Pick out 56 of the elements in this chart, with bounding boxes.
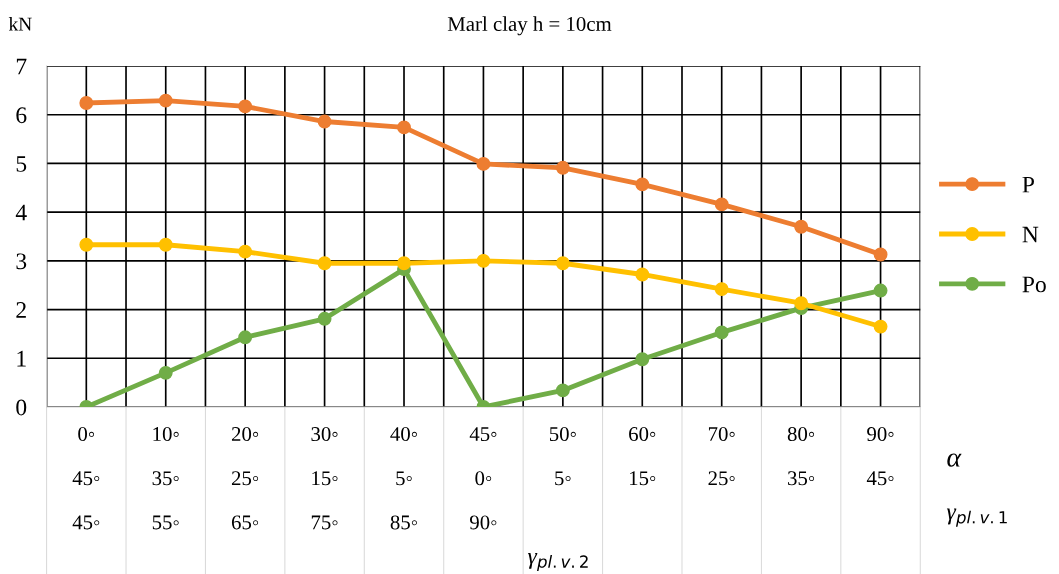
point xyxy=(873,283,888,298)
point xyxy=(714,282,729,297)
category-label: 45◦ 0◦ 90◦ xyxy=(469,427,497,530)
category-label: 10◦ 35◦ 55◦ xyxy=(152,427,179,530)
point xyxy=(158,237,173,252)
point xyxy=(555,383,570,398)
legend-label: N xyxy=(1022,226,1039,243)
y-tick-label: 6 xyxy=(16,107,27,124)
point xyxy=(714,197,729,212)
point xyxy=(635,267,650,282)
point xyxy=(238,99,253,114)
point xyxy=(79,96,94,110)
legend-label: P xyxy=(1022,176,1034,193)
y-tick-label: 4 xyxy=(15,204,27,221)
point xyxy=(635,177,650,192)
y-tick-label: 1 xyxy=(17,350,26,367)
category-label: 50◦ 5◦ xyxy=(549,427,576,486)
category-label: 70◦ 25◦ xyxy=(708,427,735,486)
point xyxy=(397,256,411,271)
point xyxy=(555,160,570,175)
category-label: 40◦ 5◦ 85◦ xyxy=(390,427,417,530)
point xyxy=(158,93,173,108)
point xyxy=(397,120,411,135)
point xyxy=(158,365,173,380)
y-tick-label: 7 xyxy=(16,58,27,75)
legend-label: Po xyxy=(1022,276,1046,293)
point xyxy=(794,296,809,311)
point xyxy=(794,219,809,234)
text: γ$_{pl.v.2}$ xyxy=(527,552,588,572)
point xyxy=(873,247,888,262)
point xyxy=(635,352,650,367)
point xyxy=(317,311,332,326)
point xyxy=(317,256,332,271)
text: γ$_{pl.v.1}$ xyxy=(946,508,1007,527)
y-tick-label: 2 xyxy=(16,302,26,318)
category-label: 30◦ 15◦ 75◦ xyxy=(311,427,338,530)
point xyxy=(873,319,888,334)
point xyxy=(476,156,491,171)
point xyxy=(476,253,491,268)
chart-title: Marl clay h = 10cm xyxy=(447,16,612,36)
category-label: 90◦ 45◦ xyxy=(866,427,894,486)
point xyxy=(79,237,94,252)
y-tick-label: 3 xyxy=(16,253,27,270)
category-label: 60◦ 15◦ xyxy=(629,427,656,486)
text: α xyxy=(947,453,962,467)
category-label: 20◦ 25◦ 65◦ xyxy=(231,427,259,530)
y-tick-label: 5 xyxy=(16,156,27,172)
y-tick-label: 0 xyxy=(16,399,27,416)
y-axis-title: kN xyxy=(8,17,32,31)
point xyxy=(317,114,332,129)
point xyxy=(714,325,729,340)
category-label: 0◦ 45◦ 45◦ xyxy=(72,427,100,530)
point xyxy=(238,244,253,259)
category-label: 80◦ 35◦ xyxy=(787,427,815,486)
point xyxy=(238,330,253,345)
point xyxy=(555,256,570,271)
